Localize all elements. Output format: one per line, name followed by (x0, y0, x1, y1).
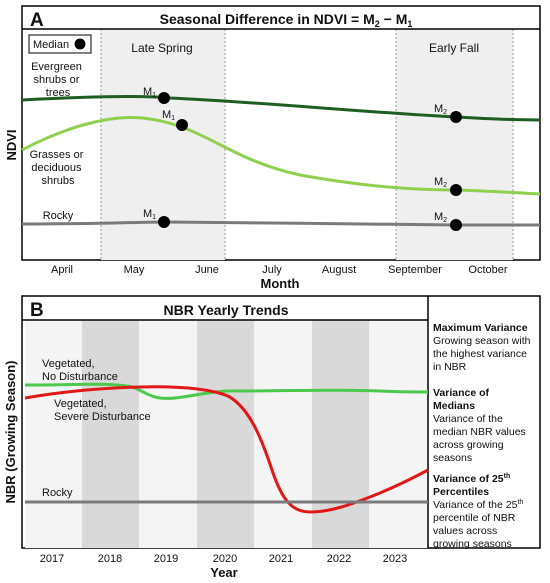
tick-month-october: October (468, 264, 507, 276)
median-rocky-m1-label: M1 (143, 208, 156, 221)
tick-month-august: August (322, 264, 356, 276)
legend-marker (74, 38, 86, 50)
median-rocky-m2 (450, 219, 462, 231)
note-variance-medians-body: Variance of the median NBR values across… (433, 413, 529, 464)
median-evergreen-m2-label: M2 (434, 103, 447, 116)
note-max-variance-title: Maximum Variance (433, 322, 528, 334)
panel-b-xlabel: Year (210, 565, 237, 580)
note-variance-25th-body: Variance of the 25th percentile of NBR v… (433, 495, 526, 550)
tick-year-2021: 2021 (269, 553, 293, 565)
shade-early-fall-label: Early Fall (429, 41, 479, 55)
year-band-2021 (254, 320, 312, 548)
legend-label: Median (33, 39, 69, 51)
year-band-2022 (312, 320, 369, 548)
shade-late-spring-label: Late Spring (131, 41, 192, 55)
side-notes: Maximum Variance Growing season with the… (433, 322, 533, 550)
series-no-disturbance-label: Vegetated, No Disturbance (42, 358, 118, 383)
tick-month-april: April (51, 264, 73, 276)
panel-a-xlabel: Month (261, 276, 300, 291)
median-rocky-m1 (158, 216, 170, 228)
tick-year-2017: 2017 (40, 553, 64, 565)
note-variance-medians-title: Variance of Medians (433, 387, 492, 412)
legend-box (28, 34, 92, 54)
median-grasses-m1 (176, 119, 188, 131)
median-rocky-m2-label: M2 (434, 211, 447, 224)
panel-b-ylabel: NBR (Growing Season) (3, 360, 18, 503)
median-evergreen-m1 (158, 92, 170, 104)
tick-year-2019: 2019 (154, 553, 178, 565)
tick-month-september: September (388, 264, 442, 276)
year-band-2018 (82, 320, 139, 548)
panel-a-title: Seasonal Difference in NDVI = M2 − M1 (160, 11, 413, 29)
series-rocky-line (21, 220, 540, 227)
year-band-2019 (139, 320, 197, 548)
panel-b-letter: B (30, 300, 44, 321)
series-severe-disturbance-line (24, 385, 429, 514)
series-grasses-line (21, 115, 541, 196)
panel-b: B NBR Yearly Trends Vegetated, No Distur… (3, 295, 541, 580)
tick-year-2020: 2020 (213, 553, 237, 565)
series-evergreen-label: Evergreen shrubs or trees (31, 61, 85, 99)
tick-month-june: June (195, 264, 219, 276)
tick-year-2023: 2023 (383, 553, 407, 565)
panel-a-ylabel: NDVI (4, 129, 19, 160)
note-variance-25th-title: Variance of 25th Percentiles (433, 469, 513, 498)
median-evergreen-m2 (450, 111, 462, 123)
tick-year-2018: 2018 (98, 553, 122, 565)
tick-month-may: May (124, 264, 145, 276)
tick-month-july: July (262, 264, 282, 276)
series-grasses-label: Grasses or deciduous shrubs (30, 149, 87, 187)
median-grasses-m2 (450, 184, 462, 196)
median-evergreen-m1-label: M1 (143, 86, 156, 99)
median-grasses-m2-label: M2 (434, 176, 447, 189)
panel-a: A Seasonal Difference in NDVI = M2 − M1 … (4, 5, 541, 291)
series-evergreen-line (21, 95, 541, 122)
median-grasses-m1-label: M1 (162, 109, 175, 122)
series-severe-disturbance-label: Vegetated, Severe Disturbance (54, 398, 151, 423)
panel-b-title: NBR Yearly Trends (163, 302, 288, 318)
panel-a-letter: A (30, 10, 44, 31)
year-band-2017 (25, 320, 82, 548)
note-max-variance-body: Growing season with the highest variance… (433, 335, 533, 373)
series-rocky-b-label: Rocky (42, 487, 73, 499)
series-rocky-label: Rocky (43, 210, 74, 222)
tick-year-2022: 2022 (327, 553, 351, 565)
year-band-2023 (369, 320, 428, 548)
year-band-2020 (197, 320, 254, 548)
